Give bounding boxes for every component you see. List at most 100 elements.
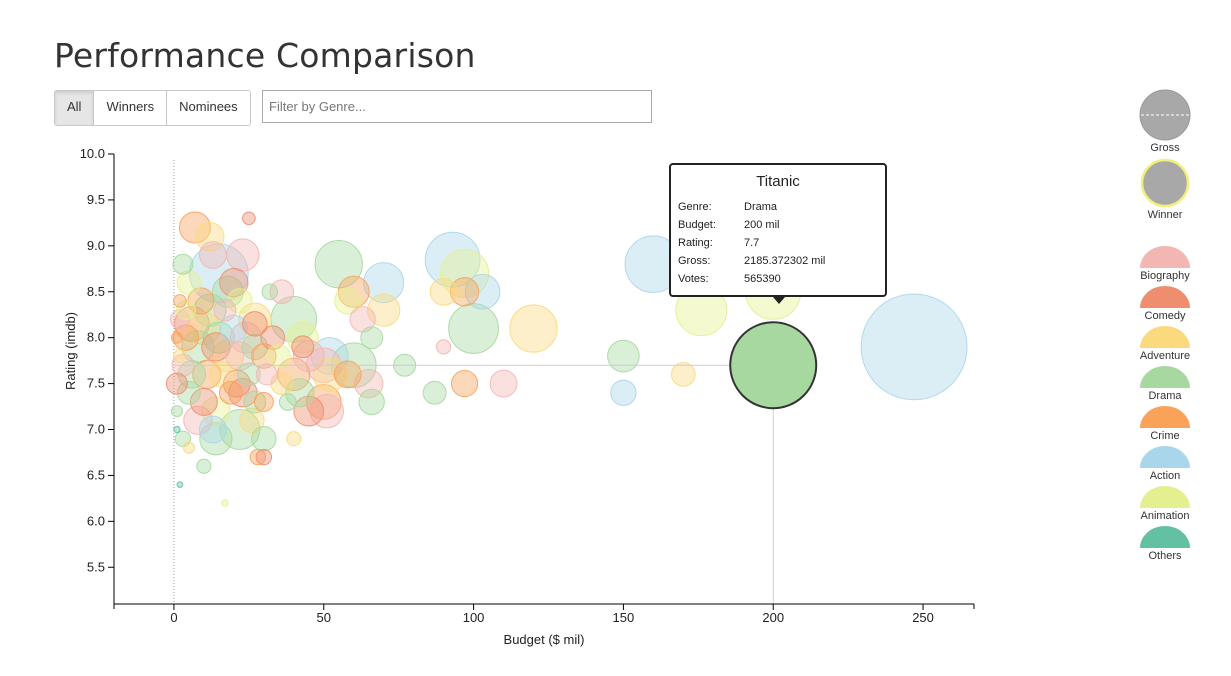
data-point [189, 388, 218, 416]
data-point [176, 481, 184, 488]
data-point [251, 425, 277, 452]
y-tick-label: 5.5 [87, 559, 105, 574]
legend-swatch-adventure [1140, 326, 1190, 348]
tooltip-value: 7.7 [744, 237, 760, 249]
data-point [448, 303, 499, 354]
data-point [333, 360, 362, 389]
data-point [198, 415, 227, 444]
data-point [177, 360, 207, 389]
data-point [183, 405, 213, 435]
data-point [860, 293, 968, 401]
data-point [261, 283, 279, 301]
data-point [251, 343, 277, 369]
tooltip-key: Rating: [678, 237, 713, 249]
y-tick: 9.5 [87, 192, 114, 207]
data-point [293, 395, 325, 427]
data-point [255, 448, 273, 466]
legend-swatch-comedy [1140, 286, 1190, 308]
data-point [255, 363, 278, 386]
data-point [464, 273, 501, 310]
y-tick-label: 6.0 [87, 513, 105, 528]
data-point [354, 368, 384, 399]
tooltip-key: Gross: [678, 255, 711, 267]
data-point [334, 287, 362, 315]
data-point [165, 372, 188, 395]
y-tick: 6.0 [87, 513, 114, 528]
y-tick: 6.5 [87, 467, 114, 482]
data-point [201, 332, 231, 362]
data-point [253, 391, 274, 412]
data-point [607, 339, 640, 373]
data-point [242, 311, 268, 337]
x-tick-label: 100 [463, 610, 485, 625]
legend-genre-label: Drama [1148, 390, 1182, 402]
x-tick-label: 0 [170, 610, 177, 625]
y-axis-label: Rating (imdb) [63, 312, 78, 390]
data-point [196, 458, 212, 474]
x-tick: 150 [613, 604, 635, 625]
data-point [449, 277, 480, 307]
tooltip-details: Genre: Drama Budget: 200 mil Rating: 7.7 Gr… [678, 198, 825, 288]
legend-swatch-drama [1140, 366, 1190, 388]
tooltip-row: Genre: Drama [678, 198, 825, 216]
data-point [195, 222, 225, 252]
data-point [170, 405, 183, 418]
data-point [312, 357, 347, 392]
data-point [219, 267, 249, 298]
y-tick-label: 8.5 [87, 284, 105, 299]
filter-winners-button[interactable]: Winners [94, 91, 168, 125]
y-tick: 9.0 [87, 238, 114, 253]
data-point [363, 262, 405, 304]
tooltip-row: Rating: 7.7 [678, 234, 825, 252]
y-tick: 8.5 [87, 284, 114, 299]
data-point [358, 388, 385, 416]
data-point [269, 279, 295, 305]
legend-gross-label: Gross [1150, 142, 1180, 154]
data-point [174, 306, 210, 342]
data-point [242, 211, 256, 226]
data-point [286, 321, 319, 354]
legend-genre-label: Biography [1140, 270, 1190, 282]
tooltip-value: 2185.372302 mil [744, 255, 826, 267]
data-point [509, 304, 558, 353]
tooltip-key: Budget: [678, 219, 716, 231]
genre-filter-input[interactable] [262, 90, 652, 123]
y-tick-label: 7.5 [87, 376, 105, 391]
tooltip-row: Votes: 565390 [678, 270, 825, 288]
x-tick-label: 250 [912, 610, 934, 625]
legend-swatch-animation [1140, 486, 1190, 508]
y-tick: 8.0 [87, 330, 114, 345]
winner-icon [1140, 158, 1190, 208]
filter-all-button[interactable]: All [55, 91, 95, 125]
data-point [226, 238, 260, 272]
legend-genres: Biography Comedy Adventure Drama Crime Action… [1140, 246, 1190, 562]
y-tick: 10.0 [80, 146, 114, 161]
legend-swatch-action [1140, 446, 1190, 468]
x-tick: 0 [170, 604, 178, 625]
data-point [260, 325, 286, 351]
data-point [198, 241, 227, 269]
legend: Gross Winner Biography Comedy Adventure Dra… [1120, 88, 1210, 562]
data-point [218, 380, 243, 405]
data-point [489, 369, 518, 398]
data-point [172, 324, 200, 351]
data-point [208, 361, 236, 388]
x-tick-label: 150 [613, 610, 635, 625]
x-tick: 100 [463, 604, 485, 625]
x-axis-label: Budget ($ mil) [504, 632, 585, 647]
data-point [182, 441, 195, 454]
y-tick-label: 10.0 [80, 146, 105, 161]
y-tick: 5.5 [87, 559, 114, 574]
x-tick: 200 [762, 604, 784, 625]
data-point [172, 253, 194, 275]
y-tick: 7.5 [87, 376, 114, 391]
filter-nominees-button[interactable]: Nominees [167, 91, 250, 125]
x-tick: 50 [317, 604, 331, 625]
data-point [610, 379, 637, 406]
filter-button-group: All Winners Nominees [54, 90, 251, 126]
tooltip-value: 200 mil [744, 219, 780, 231]
legend-genre-label: Animation [1141, 510, 1190, 522]
data-point [291, 335, 315, 359]
data-point [202, 321, 235, 354]
data-point [422, 380, 447, 405]
